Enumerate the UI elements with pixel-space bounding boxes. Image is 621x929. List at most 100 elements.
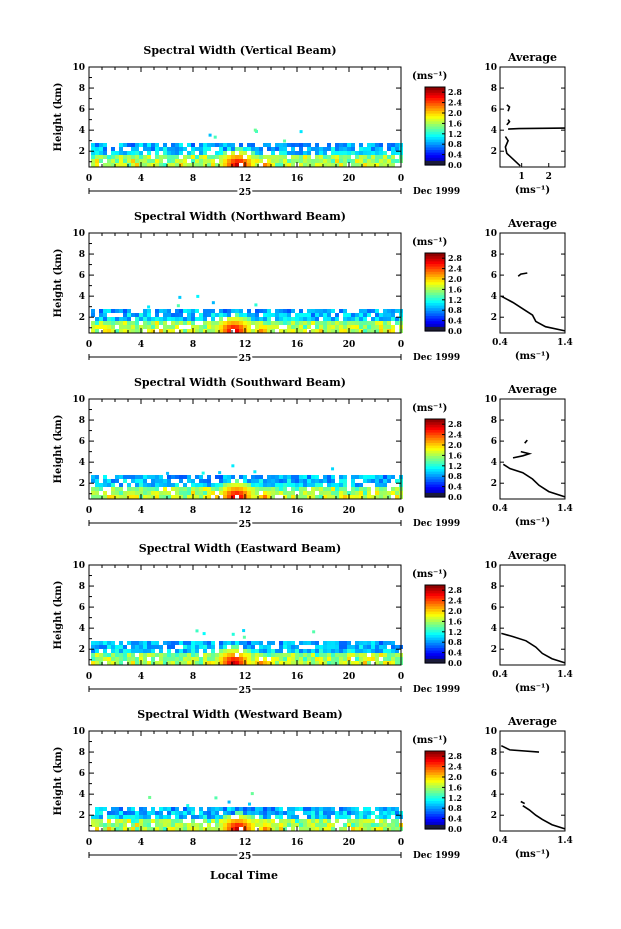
heatmap-cell xyxy=(331,467,335,471)
heatmap-cell xyxy=(227,475,231,479)
heatmap-cell xyxy=(387,163,391,167)
heatmap-cell xyxy=(131,819,135,823)
heatmap-cell xyxy=(191,641,195,645)
heatmap-cell xyxy=(363,491,367,495)
heatmap-cell xyxy=(131,661,135,665)
heatmap-cell xyxy=(295,325,299,329)
heatmap-cell xyxy=(283,329,287,333)
heatmap-cell xyxy=(303,819,307,823)
heatmap-cell xyxy=(123,151,127,155)
heatmap-cell xyxy=(267,649,271,653)
heatmap-cell xyxy=(223,479,227,483)
heatmap-cell xyxy=(343,321,347,325)
heatmap-cell xyxy=(171,807,175,811)
heatmap-cell xyxy=(199,641,203,645)
avg-y-tick-label: 10 xyxy=(484,63,497,73)
heatmap-cell xyxy=(167,657,171,661)
heatmap-cell xyxy=(179,815,183,819)
heatmap-cell xyxy=(107,819,111,823)
heatmap-cell xyxy=(99,641,103,645)
heatmap-cell xyxy=(331,329,335,333)
x-tick-label: 20 xyxy=(343,672,356,682)
heatmap-cell xyxy=(307,811,311,815)
heatmap-cell xyxy=(227,321,231,325)
heatmap-cell xyxy=(287,159,291,163)
colorbar-segment xyxy=(425,157,445,161)
heatmap-cell xyxy=(135,819,139,823)
heatmap-cell xyxy=(163,325,167,329)
heatmap-cell xyxy=(291,811,295,815)
colorbar-segment xyxy=(425,260,445,264)
heatmap-cell xyxy=(131,325,135,329)
heatmap-cell xyxy=(283,661,287,665)
heatmap-cell xyxy=(195,815,199,819)
heatmap-cell xyxy=(203,155,207,159)
heatmap-cell xyxy=(199,475,203,479)
heatmap-cell xyxy=(379,487,383,491)
heatmap-cell xyxy=(250,792,254,796)
heatmap-cell xyxy=(191,823,195,827)
heatmap-cell xyxy=(227,827,231,831)
heatmap-cell xyxy=(123,811,127,815)
panel-title: Spectral Width (Eastward Beam) xyxy=(139,542,341,555)
heatmap-cell xyxy=(395,151,399,155)
heatmap-cell xyxy=(95,823,99,827)
colorbar-segment xyxy=(425,107,445,111)
heatmap-cell xyxy=(119,491,123,495)
heatmap-cell xyxy=(363,317,367,321)
heatmap-cell xyxy=(259,823,263,827)
heatmap-cell xyxy=(327,159,331,163)
heatmap-cell xyxy=(231,807,235,811)
heatmap-cell xyxy=(363,309,367,313)
heatmap-cell xyxy=(211,163,215,167)
heatmap-cell xyxy=(227,649,231,653)
heatmap-cell xyxy=(207,819,211,823)
heatmap-cell xyxy=(187,491,191,495)
heatmap-cell xyxy=(239,147,243,151)
heatmap-cell xyxy=(127,807,131,811)
date-label: Dec 1999 xyxy=(413,851,460,861)
heatmap-cell xyxy=(275,155,279,159)
heatmap-cell xyxy=(91,641,95,645)
heatmap-cell xyxy=(159,321,163,325)
heatmap-cell xyxy=(175,807,179,811)
heatmap-cell xyxy=(139,641,143,645)
heatmap-cell xyxy=(219,329,223,333)
heatmap-cell xyxy=(331,159,335,163)
heatmap-cell xyxy=(383,811,387,815)
heatmap-cell xyxy=(235,155,239,159)
colorbar-segment xyxy=(425,766,445,770)
heatmap-cell xyxy=(307,159,311,163)
heatmap-cell xyxy=(199,317,203,321)
heatmap-cell xyxy=(339,641,343,645)
heatmap-cell xyxy=(279,653,283,657)
heatmap-cell xyxy=(291,661,295,665)
heatmap-cell xyxy=(91,819,95,823)
day-label: 25 xyxy=(239,354,252,364)
heatmap-cell xyxy=(275,159,279,163)
heatmap-cell xyxy=(219,819,223,823)
heatmap-cell xyxy=(315,321,319,325)
heatmap-cell xyxy=(211,155,215,159)
heatmap-cell xyxy=(303,159,307,163)
heatmap-cell xyxy=(159,475,163,479)
heatmap-cell xyxy=(131,807,135,811)
avg-y-tick-label: 4 xyxy=(491,624,497,634)
heatmap-cell xyxy=(379,807,383,811)
heatmap-cell xyxy=(343,329,347,333)
heatmap-cell xyxy=(367,155,371,159)
heatmap-cell xyxy=(203,811,207,815)
heatmap-cell xyxy=(319,483,323,487)
heatmap-cell xyxy=(343,151,347,155)
heatmap-cell xyxy=(323,641,327,645)
heatmap-cell xyxy=(163,321,167,325)
heatmap-cell xyxy=(187,163,191,167)
heatmap-cell xyxy=(195,325,199,329)
heatmap-cell xyxy=(91,143,95,147)
heatmap-cell xyxy=(143,807,147,811)
heatmap-cell xyxy=(311,649,315,653)
heatmap-cell xyxy=(239,823,243,827)
heatmap-cell xyxy=(367,811,371,815)
heatmap-cell xyxy=(395,823,399,827)
heatmap-cell xyxy=(99,807,103,811)
